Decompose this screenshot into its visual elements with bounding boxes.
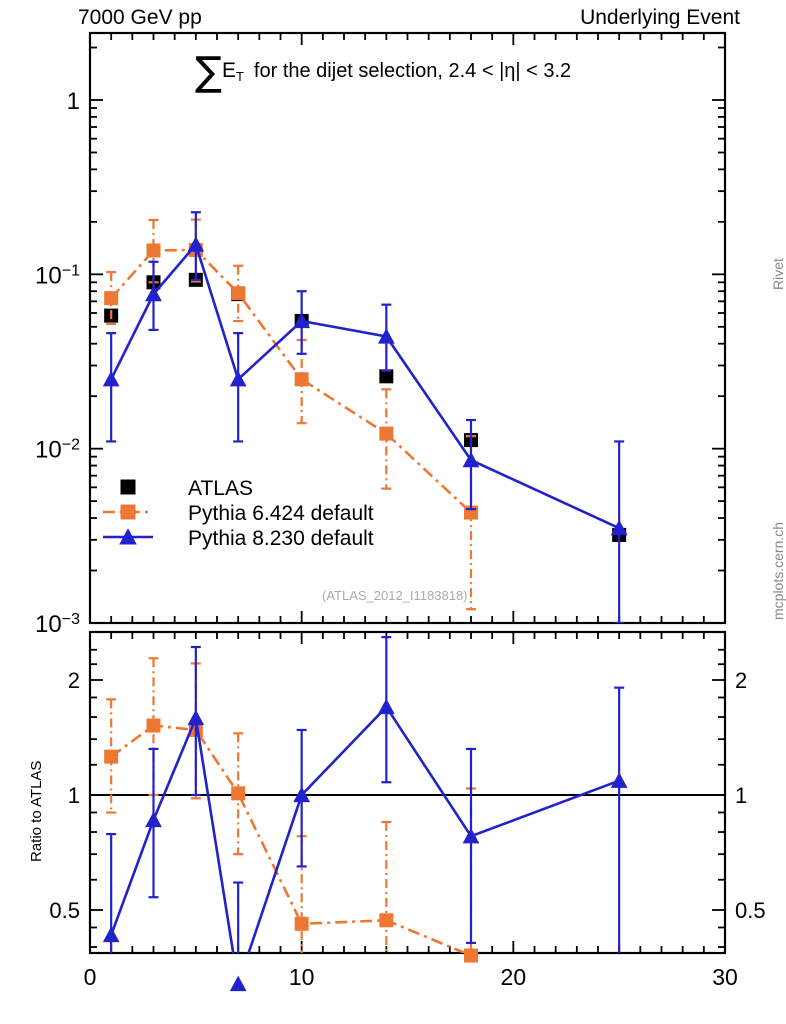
ratio-series-marker [146, 718, 161, 733]
main-series-marker [293, 312, 311, 329]
x-axis-tick-label: 30 [712, 964, 738, 990]
main-series-marker [294, 372, 309, 387]
legend-marker-square [120, 504, 136, 520]
y-axis-tick-label: 10−3 [35, 611, 80, 639]
main-series-marker [146, 243, 161, 258]
ratio-series-marker [294, 916, 309, 931]
ratio-series-line [109, 704, 620, 953]
ratio-series-marker [145, 811, 162, 828]
x-axis-tick-label: 10 [289, 964, 315, 990]
main-series-marker [229, 370, 247, 387]
y-axis-tick-label: 10−2 [35, 436, 80, 464]
analysis-watermark: (ATLAS_2012_I1183818) [322, 588, 468, 603]
ratio-series-marker [229, 975, 247, 992]
ratio-y-axis-tick-label-right: 1 [735, 783, 747, 808]
y-axis-tick-label: 10−1 [35, 262, 80, 290]
ratio-series-marker [102, 926, 120, 943]
legend-marker-triangle [119, 528, 137, 545]
x-axis-tick-label: 20 [501, 964, 527, 990]
ratio-series-marker [377, 698, 395, 715]
ratio-y-axis-tick-label-right: 2 [735, 668, 747, 693]
ratio-series-marker [464, 948, 478, 963]
legend-marker-square [120, 479, 136, 495]
header-right-label: Underlying Event [580, 6, 740, 29]
ratio-series-line [110, 724, 469, 953]
ratio-series-marker [231, 786, 246, 801]
ratio-series-marker [462, 827, 480, 844]
main-series-marker [231, 286, 246, 301]
ratio-y-axis-tick-label: 2 [68, 668, 80, 693]
sigma-symbol: ∑ [195, 49, 222, 95]
main-series-marker [102, 370, 120, 387]
main-series-marker [379, 369, 394, 384]
main-series-marker [462, 451, 480, 468]
ratio-y-axis-tick-label: 1 [68, 783, 80, 808]
ratio-series-marker [610, 772, 628, 788]
x-axis-tick-label: 0 [84, 964, 97, 990]
ratio-y-axis-tick-label: 0.5 [49, 898, 80, 923]
main-panel-frame [88, 31, 727, 625]
main-series-marker [377, 328, 395, 344]
ratio-series-marker [104, 749, 119, 764]
legend-label: Pythia 6.424 default [188, 502, 374, 525]
ratio-series-marker [293, 786, 311, 803]
main-series-marker [379, 426, 394, 441]
main-series-marker [610, 519, 628, 536]
ratio-panel-frame [88, 630, 727, 955]
ratio-series-marker [379, 913, 394, 928]
ratio-y-axis-tick-label-right: 0.5 [735, 898, 766, 923]
y-axis-tick-label: 1 [67, 88, 80, 115]
legend-label: ATLAS [188, 477, 253, 500]
title-t-subscript: T [235, 69, 244, 85]
main-series-line [110, 242, 620, 530]
plot-title: ∑ET for the dijet selection, 2.4 < |η| < … [195, 52, 571, 92]
main-series-marker [104, 291, 119, 306]
title-rest: for the dijet selection, 2.4 < |η| < 3.2 [253, 60, 572, 82]
title-e: E [221, 59, 236, 82]
ratio-series-marker [187, 709, 205, 726]
main-series-marker [187, 236, 205, 252]
main-series-marker [145, 285, 162, 302]
legend-label: Pythia 8.230 default [188, 527, 374, 550]
header-left-label: 7000 GeV pp [78, 6, 202, 29]
